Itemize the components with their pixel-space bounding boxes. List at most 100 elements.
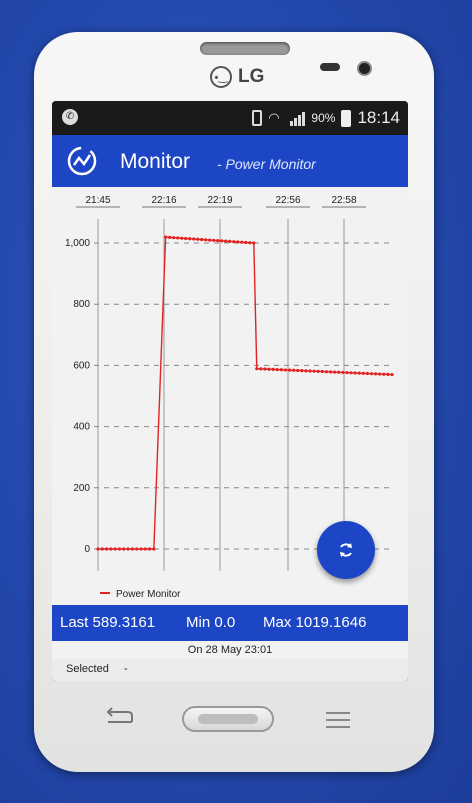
data-point	[100, 547, 104, 551]
data-point	[168, 235, 172, 240]
data-point	[208, 238, 212, 242]
y-tick-label: 1,000	[65, 238, 90, 249]
wifi-icon: ◠	[268, 110, 280, 125]
data-point	[104, 547, 109, 551]
data-point	[96, 547, 100, 551]
y-tick-label: 0	[84, 544, 90, 555]
selected-label: Selected	[66, 663, 109, 675]
data-point	[216, 239, 220, 243]
data-point	[184, 236, 188, 241]
selected-row: Selected -	[52, 659, 408, 681]
y-tick-label: 400	[73, 422, 90, 433]
data-point	[263, 367, 267, 371]
refresh-icon	[340, 543, 352, 557]
data-point	[200, 237, 204, 242]
front-camera	[357, 61, 372, 76]
data-point	[188, 237, 192, 241]
data-point	[378, 372, 382, 376]
phone-frame: •‿ LG ✆ ◠ 90% 18:14 Monitor - Po	[34, 32, 434, 772]
data-point	[139, 547, 143, 551]
data-point	[382, 372, 386, 376]
menu-key-icon[interactable]	[326, 712, 350, 728]
data-point	[390, 372, 394, 377]
data-point	[300, 369, 304, 373]
data-point	[135, 547, 139, 551]
data-point	[337, 370, 341, 374]
app-title: Monitor	[120, 150, 191, 173]
data-point	[240, 240, 244, 244]
data-point	[275, 367, 279, 372]
x-tick-label: 22:16	[151, 195, 176, 206]
data-point	[172, 236, 176, 240]
data-point	[224, 239, 228, 243]
earpiece-speaker	[200, 42, 290, 55]
brand-logo: •‿ LG	[210, 64, 264, 90]
y-tick-label: 800	[73, 299, 90, 310]
data-point	[374, 372, 378, 376]
app-subtitle: - Power Monitor	[217, 156, 316, 172]
data-point	[130, 547, 134, 551]
data-point	[117, 547, 122, 551]
data-point	[126, 547, 130, 551]
data-point	[228, 239, 232, 244]
selected-value: -	[124, 663, 128, 675]
lg-logo-icon: •‿	[210, 66, 232, 88]
monitor-app-icon[interactable]	[66, 145, 98, 177]
data-point	[320, 369, 324, 374]
power-chart[interactable]: 21:45 22:16 22:19 22:56 22:58 0 200 400 600 800 1,…	[52, 187, 408, 605]
data-point	[296, 368, 300, 373]
app-bar: Monitor - Power Monitor	[52, 135, 408, 187]
data-point	[122, 547, 126, 551]
data-point	[259, 367, 263, 371]
y-tick-label: 600	[73, 360, 90, 371]
min-value: Min 0.0	[186, 614, 236, 631]
brand-name: LG	[238, 66, 265, 87]
data-point	[248, 241, 252, 245]
data-point	[152, 547, 156, 551]
x-tick-label: 21:45	[85, 195, 110, 206]
data-point	[328, 370, 333, 374]
data-point	[192, 237, 196, 241]
y-tick-label: 200	[73, 483, 90, 494]
data-point	[196, 237, 200, 241]
vibrate-icon	[252, 110, 263, 126]
data-point	[316, 369, 320, 373]
data-point	[143, 547, 147, 551]
max-value: Max 1019.1646	[263, 614, 367, 631]
data-point	[365, 371, 370, 376]
data-point	[279, 368, 283, 372]
data-point	[353, 371, 357, 375]
home-button[interactable]	[182, 706, 274, 732]
data-point	[361, 371, 365, 375]
last-value: Last 589.3161	[60, 614, 156, 631]
data-point	[232, 240, 236, 244]
call-icon: ✆	[62, 109, 78, 125]
x-tick-label: 22:58	[331, 195, 356, 206]
x-tick-label: 22:19	[207, 195, 232, 206]
data-point	[333, 370, 337, 374]
clock: 18:14	[357, 108, 400, 127]
refresh-button[interactable]	[317, 521, 375, 579]
legend-label: Power Monitor	[116, 589, 181, 600]
data-point	[109, 547, 113, 551]
data-point	[164, 235, 168, 239]
data-point	[180, 236, 184, 240]
data-point	[236, 240, 240, 244]
data-point	[357, 371, 361, 375]
signal-icon	[290, 110, 306, 126]
data-point	[345, 371, 349, 375]
back-key-icon[interactable]	[102, 706, 134, 728]
data-point	[312, 369, 316, 373]
data-point	[349, 371, 353, 375]
series-line	[98, 236, 393, 550]
battery-icon	[341, 109, 352, 127]
data-point	[220, 239, 224, 243]
data-point	[283, 368, 288, 372]
status-bar: ✆ ◠ 90% 18:14	[52, 101, 408, 135]
data-point	[267, 367, 271, 371]
data-point	[252, 241, 256, 245]
data-point	[113, 547, 117, 551]
data-point	[244, 240, 248, 245]
data-point	[287, 368, 292, 372]
data-point	[176, 236, 180, 240]
